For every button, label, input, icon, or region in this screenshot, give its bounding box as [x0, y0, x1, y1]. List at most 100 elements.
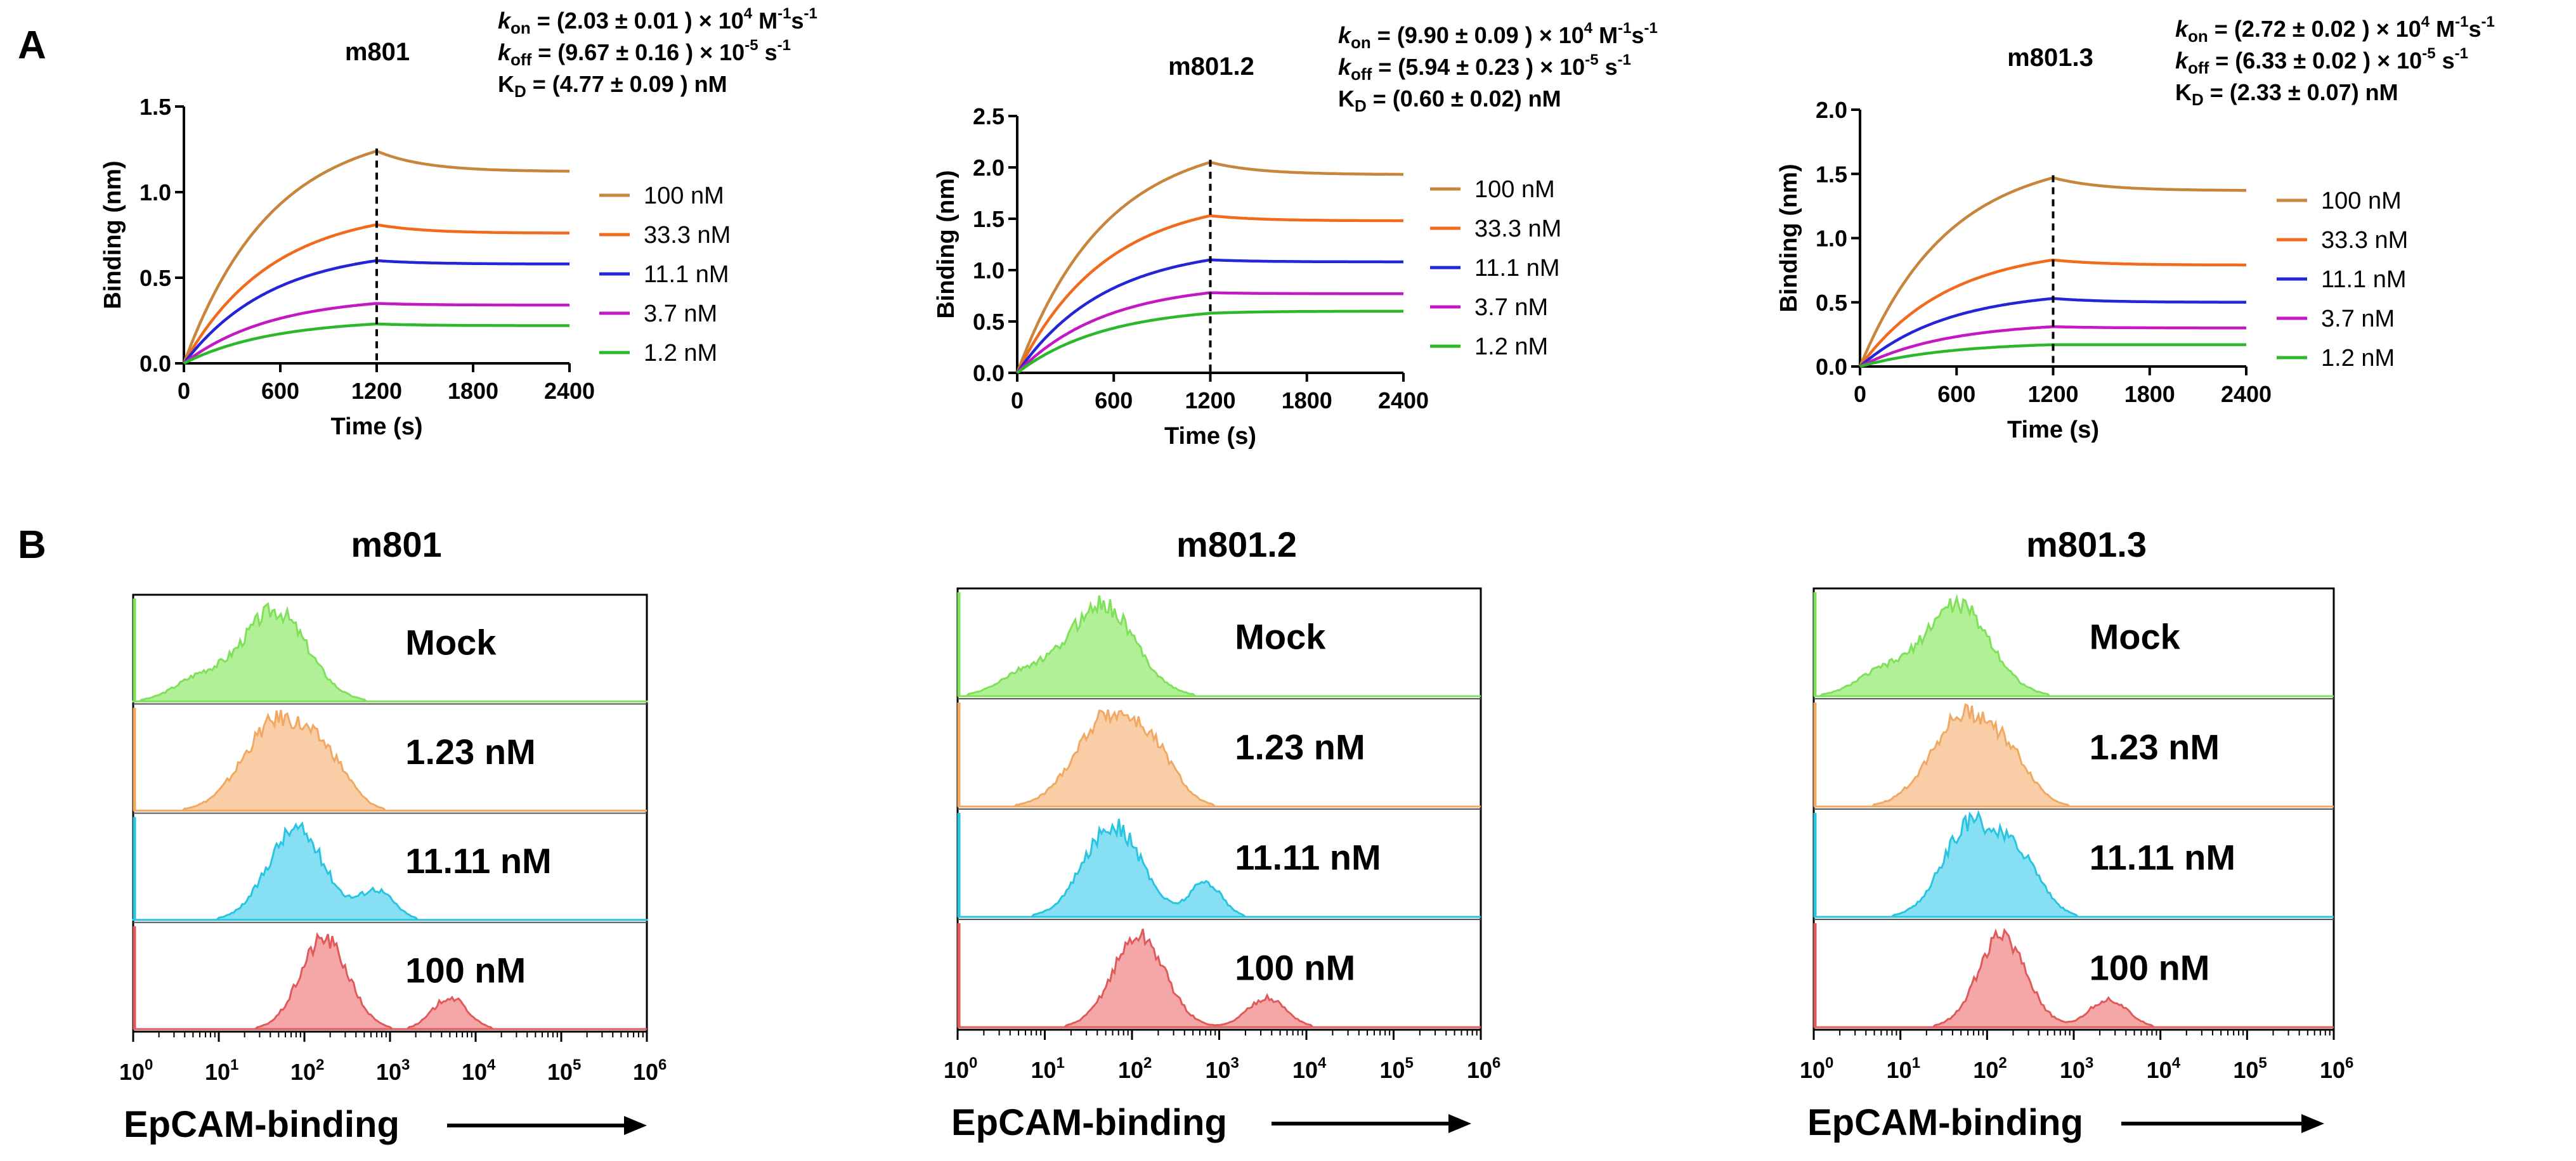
kinetics-chart-m801: m801 kon = (2.03 ± 0.01 ) × 104 M-1s-1kof… [100, 5, 817, 440]
histogram-0 [1814, 593, 2334, 697]
sample-label: 1.23 nM [1235, 727, 1365, 767]
histogram-0 [132, 602, 648, 703]
stat-koff: koff = (9.67 ± 0.16 ) × 10-5 s-1 [498, 37, 791, 69]
x-axis-label: Time (s) [330, 413, 422, 440]
y-tick-label: 2.0 [1816, 97, 1847, 123]
x-tick-label: 102 [290, 1056, 324, 1085]
sample-label: 100 nM [1235, 948, 1355, 988]
kinetics-chart-m801-3: m801.3 kon = (2.72 ± 0.02 ) × 104 M-1s-1k… [1776, 13, 2495, 443]
x-tick-label: 600 [261, 378, 299, 404]
stat-kon: kon = (2.72 ± 0.02 ) × 104 M-1s-1 [2175, 13, 2495, 46]
x-tick-label: 0 [1854, 381, 1866, 407]
y-tick-label: 2.5 [973, 103, 1005, 129]
histogram-1 [958, 709, 1481, 808]
x-tick-label: 106 [1467, 1054, 1500, 1083]
histogram-2 [958, 819, 1481, 918]
histogram-2 [1814, 810, 2334, 918]
x-tick-label: 101 [1887, 1054, 1920, 1083]
x-tick-label: 1200 [1185, 387, 1235, 413]
stat-kon: kon = (2.03 ± 0.01 ) × 104 M-1s-1 [498, 5, 817, 37]
y-tick-label: 2.0 [973, 155, 1005, 181]
x-tick-label: 102 [1973, 1054, 2007, 1083]
x-tick-label: 1800 [2124, 381, 2175, 407]
histogram-2 [132, 821, 648, 921]
x-tick-label: 1200 [351, 378, 402, 404]
y-tick-label: 1.0 [140, 179, 171, 205]
y-tick-label: 1.5 [973, 206, 1005, 232]
legend-label: 100 nM [2321, 188, 2402, 214]
stat-kd: KD = (4.77 ± 0.09 ) nM [498, 71, 727, 101]
x-tick-label: 1800 [1282, 387, 1332, 413]
y-tick-label: 0.5 [973, 309, 1005, 335]
series-line [1016, 309, 1403, 374]
panel-label-b: B [18, 523, 46, 567]
y-axis-label: Binding (nm) [100, 160, 126, 309]
x-tick-label: 105 [2233, 1054, 2267, 1083]
y-axis-label: Binding (nm) [933, 170, 959, 318]
x-tick-label: 2400 [2221, 381, 2272, 407]
series-line [1015, 214, 1403, 373]
x-tick-label: 105 [547, 1056, 581, 1085]
x-tick-label: 600 [1095, 387, 1133, 413]
x-tick-label: 100 [119, 1056, 153, 1085]
x-axis-label: EpCAM-binding [1807, 1102, 2083, 1143]
x-tick-label: 1800 [448, 378, 498, 404]
legend-label: 1.2 nM [644, 340, 717, 366]
histogram-1 [133, 710, 647, 812]
sample-label: Mock [405, 623, 497, 663]
x-tick-label: 1200 [2027, 381, 2078, 407]
x-tick-label: 0 [1011, 387, 1024, 413]
y-tick-label: 1.5 [1816, 161, 1847, 187]
stat-kd: KD = (0.60 ± 0.02) nM [1338, 86, 1561, 115]
legend-label: 1.2 nM [1474, 334, 1548, 360]
x-tick-label: 106 [2320, 1054, 2353, 1083]
sample-label: 100 nM [405, 950, 526, 990]
x-tick-label: 103 [2060, 1054, 2093, 1083]
chart-title: m801.2 [1168, 53, 1254, 81]
chart-title: m801 [345, 38, 410, 66]
sample-label: Mock [1235, 617, 1326, 657]
x-axis-label: Time (s) [1164, 423, 1256, 450]
x-axis-label: EpCAM-binding [951, 1102, 1227, 1143]
x-axis-label: Time (s) [2007, 417, 2099, 443]
sample-label: 1.23 nM [405, 732, 535, 772]
x-axis-label: EpCAM-binding [124, 1104, 400, 1145]
legend-label: 11.1 nM [2321, 266, 2406, 293]
panel-label-a: A [18, 23, 46, 67]
y-tick-label: 0.0 [1816, 354, 1847, 380]
series-line [183, 302, 570, 365]
y-tick-label: 0.0 [973, 360, 1005, 386]
stat-koff: koff = (5.94 ± 0.23 ) × 10-5 s-1 [1338, 51, 1631, 84]
x-tick-label: 103 [1206, 1054, 1239, 1083]
histogram-3 [133, 931, 647, 1030]
x-tick-label: 0 [178, 378, 190, 404]
stat-kd: KD = (2.33 ± 0.07) nM [2175, 79, 2398, 109]
legend-label: 11.1 nM [1474, 255, 1559, 282]
legend-label: 3.7 nM [1474, 294, 1548, 321]
legend-label: 3.7 nM [2321, 306, 2395, 332]
y-tick-label: 0.0 [140, 351, 171, 377]
histogram-3 [958, 928, 1481, 1028]
sample-label: 100 nM [2090, 948, 2210, 988]
y-axis-label: Binding (nm) [1776, 164, 1802, 312]
y-tick-label: 0.5 [140, 265, 171, 291]
histogram-0 [958, 595, 1481, 697]
x-tick-label: 100 [1800, 1054, 1833, 1083]
y-tick-label: 1.0 [1816, 226, 1847, 252]
stat-kon: kon = (9.90 ± 0.09 ) × 104 M-1s-1 [1338, 20, 1658, 52]
flow-chart-m801: m801 Mock 1.23 nM 11.11 nM 100 nM 100 101 102 10… [119, 524, 667, 1145]
x-tick-label: 102 [1118, 1054, 1152, 1083]
chart-title: m801.3 [2007, 44, 2093, 72]
sample-label: Mock [2090, 617, 2181, 657]
chart-title: m801.2 [1176, 524, 1297, 564]
x-tick-label: 104 [1292, 1054, 1327, 1083]
x-tick-label: 104 [462, 1056, 496, 1085]
y-tick-label: 1.5 [140, 94, 171, 120]
sample-label: 11.11 nM [405, 841, 551, 881]
x-tick-label: 600 [1937, 381, 1975, 407]
legend-label: 33.3 nM [1474, 216, 1561, 242]
x-tick-label: 105 [1380, 1054, 1414, 1083]
legend-label: 33.3 nM [644, 222, 731, 249]
x-tick-label: 106 [633, 1056, 667, 1085]
